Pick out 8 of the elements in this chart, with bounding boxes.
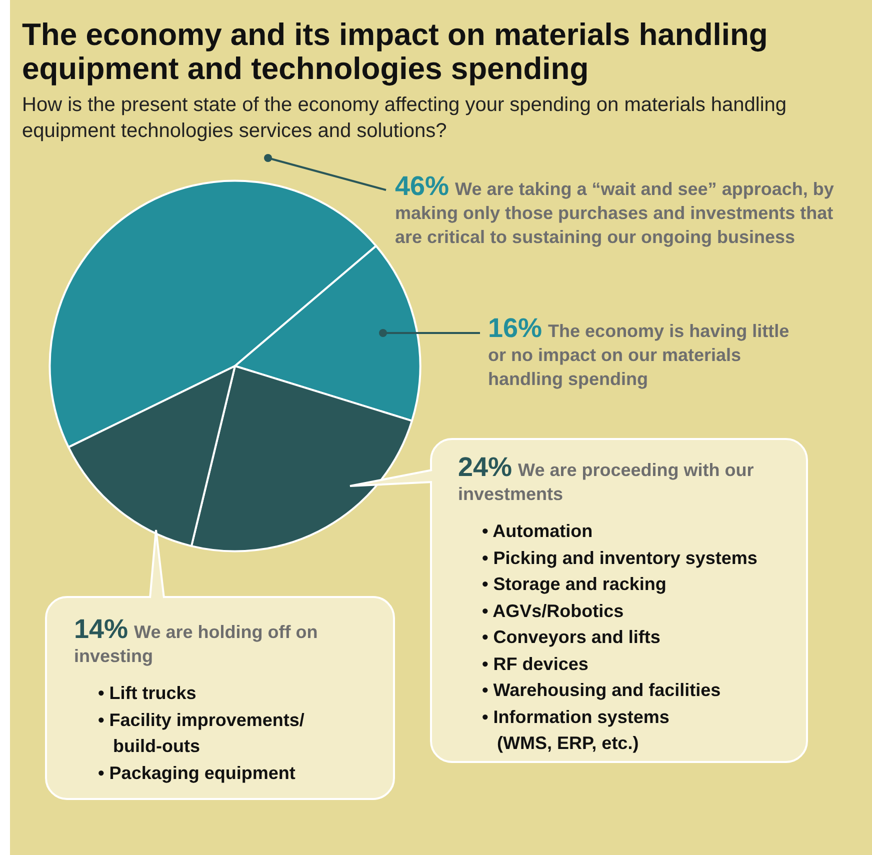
chart-title: The economy and its impact on materials handling equipment and technologies spending (22, 17, 769, 86)
text: • Lift trucks • Facility improvements/ build-outs • Packaging equipment (98, 682, 306, 785)
data-label: 46% (395, 171, 450, 201)
text: • Automation • Picking and inventory systems • Storage and racking • AGVs/Robotics • Conveyors and lifts • RF devices • Warehousing and facilities • Information systems (WMS, ERP, etc.) (482, 521, 758, 753)
chart-subtitle: How is the present state of the economy affecting your spending on materials handling equipment technologies services and solutions? (22, 93, 788, 144)
data-label: 14% (74, 614, 128, 644)
data-label: 16% (488, 313, 542, 343)
data-label: 24% (458, 452, 512, 482)
